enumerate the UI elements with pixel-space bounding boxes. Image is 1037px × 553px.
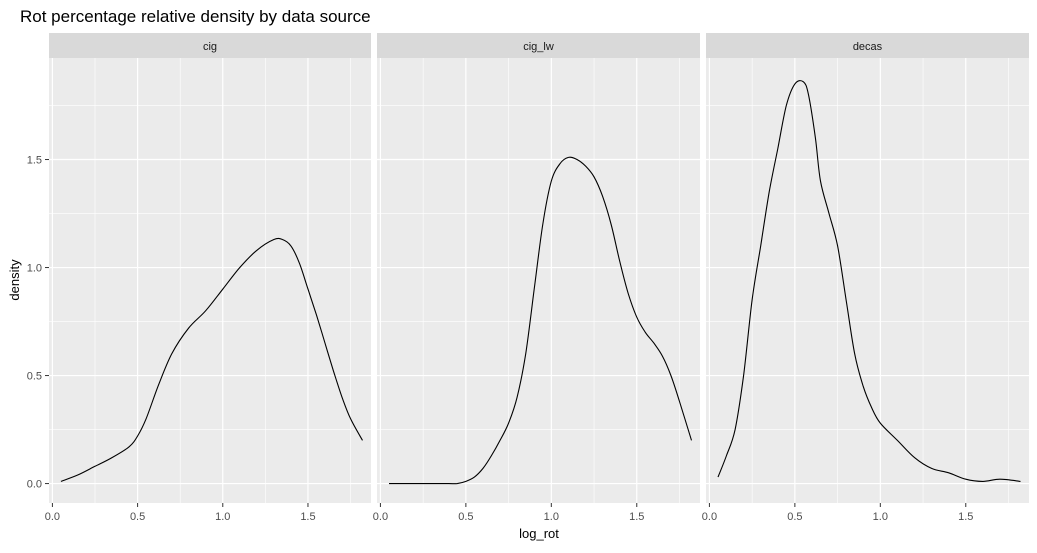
density-line-decas: [717, 80, 1021, 482]
chart-title: Rot percentage relative density by data …: [20, 7, 371, 26]
panel-background: [49, 58, 371, 503]
y-tick-label: 1.5: [27, 155, 42, 167]
x-tick-label: 0.5: [130, 511, 145, 523]
facet-strip: [706, 33, 1029, 58]
facet-panel-cig: cig 0.0 0.5 1.0 1.5 0.0 0.5 1.0 1.5: [27, 33, 371, 523]
x-tick-label: 1.5: [300, 511, 315, 523]
facet-panel-decas: decas 0.0 0.5 1.0 1.5: [702, 33, 1029, 523]
y-tick-label: 0.5: [27, 371, 42, 383]
x-tick-label: 0.5: [787, 511, 802, 523]
density-line-cig_lw: [389, 156, 693, 485]
facet-strip-label: cig_lw: [523, 41, 554, 53]
y-axis-label: density: [7, 259, 22, 301]
x-tick-label: 1.5: [958, 511, 973, 523]
facet-panel-cig_lw: cig_lw 0.0 0.5 1.0 1.5: [373, 33, 700, 523]
facet-strip: [377, 33, 700, 58]
x-tick-label: 0.0: [702, 511, 717, 523]
y-tick-label: 1.0: [27, 263, 42, 275]
x-tick-label: 0.0: [45, 511, 60, 523]
panel-background: [377, 58, 700, 503]
facet-strip-label: cig: [203, 41, 217, 53]
x-tick-label: 1.0: [873, 511, 888, 523]
facet-strip-label: decas: [853, 41, 883, 53]
facet-strip: [49, 33, 371, 58]
x-axis-label: log_rot: [519, 526, 559, 541]
x-tick-label: 1.0: [215, 511, 230, 523]
x-tick-label: 1.5: [629, 511, 644, 523]
facet-panels: cig 0.0 0.5 1.0 1.5 0.0 0.5 1.0 1.5 cig_lw 0.0 0.5 1…: [27, 33, 1029, 523]
x-tick-label: 0.0: [373, 511, 388, 523]
x-tick-label: 1.0: [544, 511, 559, 523]
x-tick-label: 0.5: [458, 511, 473, 523]
y-tick-label: 0.0: [27, 479, 42, 491]
density-line-cig: [60, 237, 363, 482]
panel-background: [706, 58, 1029, 503]
